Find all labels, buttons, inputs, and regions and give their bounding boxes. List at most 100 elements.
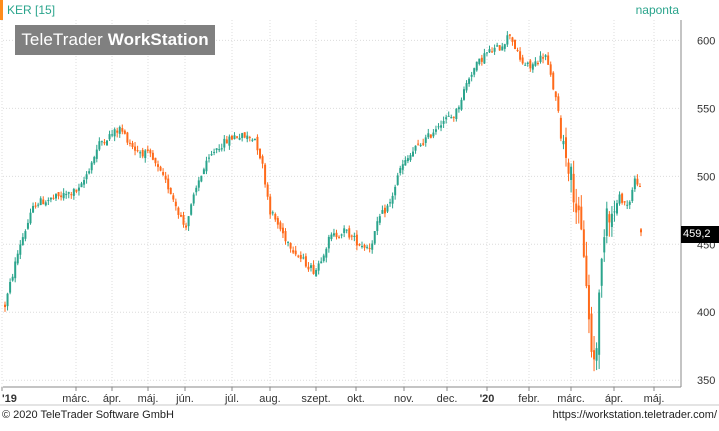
candle-body	[338, 236, 341, 238]
candle-body	[80, 183, 83, 188]
candle-body	[491, 51, 494, 53]
y-tick-label: 350	[697, 375, 715, 387]
candle-body	[281, 227, 284, 234]
candle-body	[236, 136, 239, 138]
candle-body	[213, 151, 216, 153]
candle-body	[485, 52, 488, 54]
x-tick-label: '19	[2, 393, 17, 405]
candle-body	[52, 197, 55, 199]
candle-body	[67, 192, 70, 194]
candle-body	[600, 258, 603, 286]
candle-body	[44, 202, 47, 206]
candle-body	[475, 61, 478, 71]
active-chart-marker	[0, 0, 3, 20]
last-price-tag: 459,2	[681, 226, 719, 243]
interval-label[interactable]: naponta	[635, 3, 679, 17]
candle-body	[460, 99, 463, 110]
candle-body	[626, 204, 629, 206]
candle-body	[640, 229, 642, 233]
candle-body	[381, 210, 384, 214]
candle-body	[123, 130, 126, 134]
candle-body	[587, 285, 590, 320]
candle-body	[366, 246, 369, 248]
candle-body	[49, 197, 52, 200]
candle-body	[547, 55, 550, 65]
candle-body	[539, 55, 542, 62]
candle-body	[21, 237, 24, 245]
candle-body	[187, 216, 190, 227]
candle-body	[488, 49, 491, 53]
candle-body	[264, 164, 267, 185]
candle-body	[529, 60, 532, 69]
x-tick-label: nov.	[394, 393, 414, 405]
x-tick-label: márc.	[62, 393, 90, 405]
candle-body	[386, 205, 389, 212]
candle-body	[121, 128, 124, 132]
x-tick-label: máj.	[138, 393, 159, 405]
candle-body	[455, 108, 458, 119]
candle-body	[174, 201, 177, 207]
candle-body	[447, 115, 450, 117]
candle-body	[406, 158, 409, 162]
candle-body	[241, 133, 244, 139]
candle-body	[113, 129, 116, 137]
watermark-brand: TeleTrader	[21, 30, 103, 49]
candle-body	[238, 137, 241, 140]
candle-body	[478, 58, 481, 64]
candle-body	[90, 162, 93, 171]
candle-body	[320, 261, 323, 264]
candle-body	[34, 205, 37, 207]
source-url[interactable]: https://workstation.teletrader.com/	[552, 409, 717, 421]
candle-body	[368, 247, 371, 249]
candle-body	[570, 166, 573, 180]
candle-body	[307, 266, 310, 270]
symbol-label[interactable]: KER [15]	[7, 3, 56, 17]
candle-body	[256, 136, 259, 151]
candle-body	[429, 134, 432, 138]
candle-body	[562, 140, 565, 145]
candle-body	[246, 135, 249, 140]
candle-body	[468, 78, 471, 84]
candle-body	[598, 292, 601, 355]
candle-body	[179, 214, 182, 217]
candle-body	[302, 257, 305, 259]
candle-body	[225, 139, 228, 144]
candle-body	[154, 157, 157, 164]
candle-body	[266, 184, 269, 197]
candle-body	[437, 126, 440, 128]
candle-body	[343, 228, 346, 233]
candle-body	[197, 180, 200, 188]
candle-body	[205, 160, 208, 172]
candle-body	[70, 194, 73, 196]
candle-body	[335, 232, 338, 238]
candle-body	[376, 221, 379, 232]
candle-body	[575, 203, 578, 213]
candle-body	[427, 133, 430, 138]
candle-body	[452, 116, 455, 118]
candle-body	[457, 107, 460, 110]
candle-body	[394, 186, 397, 196]
candle-body	[271, 212, 274, 214]
candle-body	[29, 212, 32, 224]
candle-body	[350, 235, 353, 237]
x-tick-label: ápr.	[103, 393, 121, 405]
candle-body	[39, 198, 42, 206]
candle-body	[585, 255, 588, 287]
candle-body	[623, 201, 626, 203]
y-tick-label: 550	[697, 103, 715, 115]
candle-body	[9, 281, 12, 293]
candle-body	[116, 130, 119, 133]
candle-body	[327, 236, 330, 249]
candle-body	[514, 39, 516, 50]
candle-body	[353, 235, 356, 237]
candle-body	[317, 263, 320, 271]
candle-body	[616, 203, 618, 214]
candle-body	[106, 140, 108, 146]
candle-body	[549, 64, 552, 75]
candle-body	[605, 208, 608, 236]
candle-body	[445, 117, 448, 120]
candle-body	[567, 162, 570, 174]
candle-body	[432, 132, 435, 137]
